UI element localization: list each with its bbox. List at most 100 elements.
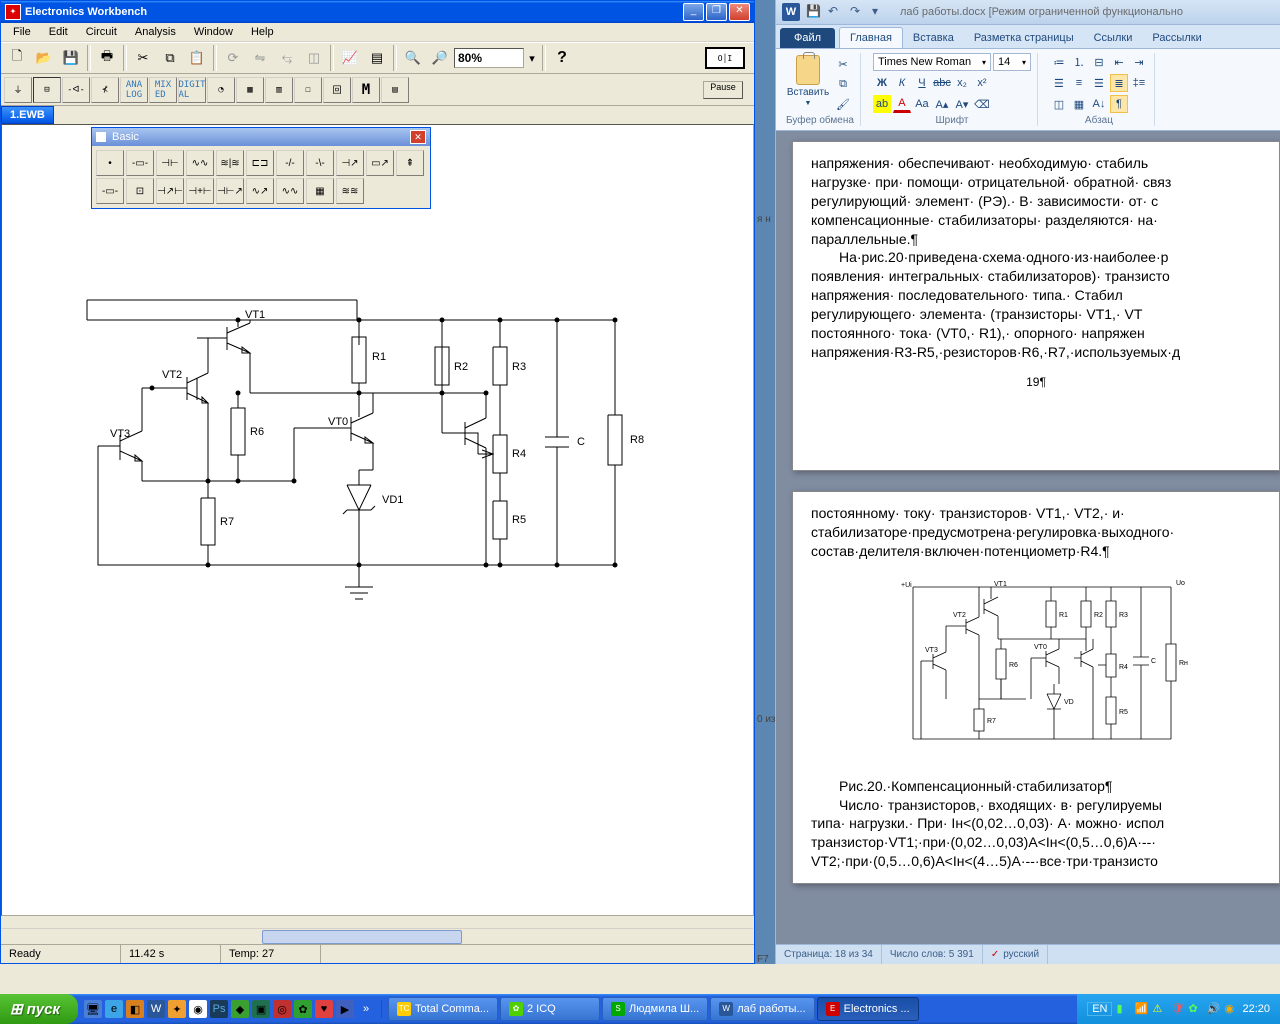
circuit-canvas[interactable]: VT1 VT2 VT3 R6: [1, 124, 754, 916]
font-size-select[interactable]: 14▾: [993, 53, 1031, 71]
word-document-area[interactable]: напряжения· обеспечивают· необходимую· с…: [776, 131, 1280, 944]
basic-components-panel[interactable]: Basic ✕ • -▭- ⊣⊢ ∿∿ ≋|≋ ⊏⊐ -/- -\- ⊣↗ ▭↗…: [91, 127, 431, 209]
save-button[interactable]: 💾: [58, 45, 84, 71]
tray-volume-icon[interactable]: 🔊: [1206, 1002, 1220, 1016]
taskbar-task-button[interactable]: Wлаб работы...: [710, 997, 814, 1021]
tab-file[interactable]: Файл: [780, 28, 835, 48]
diodes-button[interactable]: -ᐊ-: [62, 77, 90, 103]
comp-pot[interactable]: ⊣↗: [336, 150, 364, 176]
comp-switch2[interactable]: -\-: [306, 150, 334, 176]
growfont-button[interactable]: A▴: [933, 95, 951, 113]
underline-button[interactable]: Ч: [913, 74, 931, 92]
ql-app2[interactable]: ✦: [168, 1000, 186, 1018]
comp-nlxfmr[interactable]: ≋≋: [336, 178, 364, 204]
taskbar-task-button[interactable]: SЛюдмила Ш...: [602, 997, 708, 1021]
shading-button[interactable]: ◫: [1050, 95, 1068, 113]
clearfmt-button[interactable]: ⌫: [973, 95, 991, 113]
tab-home[interactable]: Главная: [839, 27, 903, 48]
props-button[interactable]: ▤: [364, 45, 390, 71]
comp-switch[interactable]: -/-: [276, 150, 304, 176]
mixed-button[interactable]: MIXED: [149, 77, 177, 103]
zoomout-button[interactable]: 🔍: [400, 45, 426, 71]
zoom-dropdown[interactable]: ▾: [525, 52, 539, 65]
tray-icon[interactable]: ◉: [1224, 1002, 1238, 1016]
basic-panel-titlebar[interactable]: Basic ✕: [92, 128, 430, 146]
language-indicator[interactable]: EN: [1087, 1002, 1112, 1016]
justify-button[interactable]: ≣: [1110, 74, 1128, 92]
zoomin-button[interactable]: 🔎: [427, 45, 453, 71]
misc2-button[interactable]: 回: [323, 77, 351, 103]
tray-icon[interactable]: 🛡: [1170, 1002, 1184, 1016]
maximize-button[interactable]: ❐: [706, 3, 727, 21]
formatpainter-button[interactable]: 🖌: [834, 95, 852, 113]
document-tab[interactable]: 1.EWB: [1, 106, 54, 124]
paste-button[interactable]: 📋: [184, 45, 210, 71]
ql-more[interactable]: »: [357, 1000, 375, 1018]
tray-icon[interactable]: ✿: [1188, 1002, 1202, 1016]
cut-button[interactable]: ✂: [834, 55, 852, 73]
close-button[interactable]: ✕: [729, 3, 750, 21]
comp-polcap[interactable]: ⊣+⊢: [186, 178, 214, 204]
print-button[interactable]: 🖶: [94, 45, 120, 71]
ql-chrome[interactable]: ◉: [189, 1000, 207, 1018]
tab-insert[interactable]: Вставка: [903, 28, 964, 48]
comp-capacitor[interactable]: ⊣⊢: [156, 150, 184, 176]
comp-coreless[interactable]: ∿∿: [276, 178, 304, 204]
indent-button[interactable]: ⇥: [1130, 53, 1148, 71]
ql-app7[interactable]: ♥: [315, 1000, 333, 1018]
fontcolor-button[interactable]: A: [893, 95, 911, 113]
linespacing-button[interactable]: ‡≡: [1130, 74, 1148, 92]
alignleft-button[interactable]: ☰: [1050, 74, 1068, 92]
bold-button[interactable]: Ж: [873, 74, 891, 92]
ql-app8[interactable]: ▶: [336, 1000, 354, 1018]
comp-inductor[interactable]: ∿∿: [186, 150, 214, 176]
ql-app4[interactable]: ▣: [252, 1000, 270, 1018]
instr2-button[interactable]: ▤: [381, 77, 409, 103]
ql-word[interactable]: W: [147, 1000, 165, 1018]
transistors-button[interactable]: ⊀: [91, 77, 119, 103]
status-page[interactable]: Страница: 18 из 34: [776, 945, 882, 964]
digital-button[interactable]: DIGITAL: [178, 77, 206, 103]
indicators-button[interactable]: ◔: [207, 77, 235, 103]
comp-vsrc[interactable]: ⊡: [126, 178, 154, 204]
comp-relay[interactable]: ⊏⊐: [246, 150, 274, 176]
help-button[interactable]: ?: [549, 45, 575, 71]
ql-ps[interactable]: Ps: [210, 1000, 228, 1018]
analog-button[interactable]: ANALOG: [120, 77, 148, 103]
sup-button[interactable]: x²: [973, 74, 991, 92]
outdent-button[interactable]: ⇤: [1110, 53, 1128, 71]
ql-ie[interactable]: e: [105, 1000, 123, 1018]
paste-button[interactable]: Вставить ▼: [786, 53, 830, 109]
status-words[interactable]: Число слов: 5 391: [882, 945, 983, 964]
comp-transformer[interactable]: ≋|≋: [216, 150, 244, 176]
taskbar-task-button[interactable]: ✿2 ICQ: [500, 997, 600, 1021]
ql-desktop[interactable]: 🖥: [84, 1000, 102, 1018]
tab-layout[interactable]: Разметка страницы: [964, 28, 1084, 48]
bullets-button[interactable]: ≔: [1050, 53, 1068, 71]
word-app-icon[interactable]: W: [782, 3, 800, 21]
sub-button[interactable]: x₂: [953, 74, 971, 92]
alignright-button[interactable]: ☰: [1090, 74, 1108, 92]
changecase-button[interactable]: Aa: [913, 95, 931, 113]
tray-icon[interactable]: 📶: [1134, 1002, 1148, 1016]
cut-button[interactable]: ✂: [130, 45, 156, 71]
flipv-button[interactable]: ⥃: [274, 45, 300, 71]
borders-button[interactable]: ▦: [1070, 95, 1088, 113]
multilevel-button[interactable]: ⊟: [1090, 53, 1108, 71]
open-button[interactable]: 📂: [31, 45, 57, 71]
basic-button[interactable]: ⊟: [33, 77, 61, 103]
canvas-hscrollbar[interactable]: [2, 928, 753, 944]
ql-app6[interactable]: ✿: [294, 1000, 312, 1018]
tray-icon[interactable]: ⚠: [1152, 1002, 1166, 1016]
new-button[interactable]: 🗋: [4, 45, 30, 71]
power-switch[interactable]: O│I: [705, 47, 745, 69]
basic-panel-close[interactable]: ✕: [410, 130, 426, 144]
fliph-button[interactable]: ⇋: [247, 45, 273, 71]
instr-button[interactable]: ▥: [265, 77, 293, 103]
copy-button[interactable]: ⧉: [157, 45, 183, 71]
taskbar-task-button[interactable]: EElectronics ...: [817, 997, 919, 1021]
menu-help[interactable]: Help: [243, 24, 282, 40]
ql-app5[interactable]: ◎: [273, 1000, 291, 1018]
menu-window[interactable]: Window: [186, 24, 241, 40]
ql-app3[interactable]: ◆: [231, 1000, 249, 1018]
